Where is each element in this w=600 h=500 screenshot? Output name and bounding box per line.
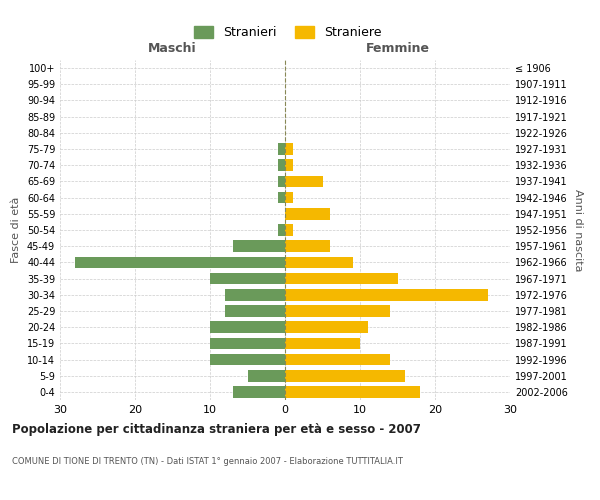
Bar	[248, 370, 285, 382]
Bar	[285, 354, 390, 366]
Text: COMUNE DI TIONE DI TRENTO (TN) - Dati ISTAT 1° gennaio 2007 - Elaborazione TUTTI: COMUNE DI TIONE DI TRENTO (TN) - Dati IS…	[12, 458, 403, 466]
Bar	[75, 256, 285, 268]
Bar	[233, 386, 285, 398]
Bar	[210, 338, 285, 349]
Bar	[285, 224, 293, 236]
Bar	[277, 224, 285, 236]
Bar	[210, 322, 285, 333]
Bar	[285, 240, 330, 252]
Bar	[285, 143, 293, 155]
Bar	[277, 160, 285, 171]
Legend: Stranieri, Straniere: Stranieri, Straniere	[190, 21, 386, 44]
Bar	[277, 143, 285, 155]
Bar	[285, 176, 323, 188]
Bar	[285, 305, 390, 317]
Bar	[285, 208, 330, 220]
Bar	[285, 272, 398, 284]
Bar	[285, 160, 293, 171]
Bar	[285, 256, 353, 268]
Bar	[277, 176, 285, 188]
Bar	[225, 305, 285, 317]
Bar	[210, 272, 285, 284]
Bar	[285, 338, 360, 349]
Text: Popolazione per cittadinanza straniera per età e sesso - 2007: Popolazione per cittadinanza straniera p…	[12, 422, 421, 436]
Bar	[285, 322, 367, 333]
Bar	[285, 192, 293, 203]
Y-axis label: Fasce di età: Fasce di età	[11, 197, 21, 263]
Bar	[225, 289, 285, 300]
Y-axis label: Anni di nascita: Anni di nascita	[573, 188, 583, 271]
Bar	[285, 386, 420, 398]
Text: Maschi: Maschi	[148, 42, 197, 55]
Bar	[233, 240, 285, 252]
Bar	[285, 370, 405, 382]
Bar	[277, 192, 285, 203]
Text: Femmine: Femmine	[365, 42, 430, 55]
Bar	[285, 289, 487, 300]
Bar	[210, 354, 285, 366]
